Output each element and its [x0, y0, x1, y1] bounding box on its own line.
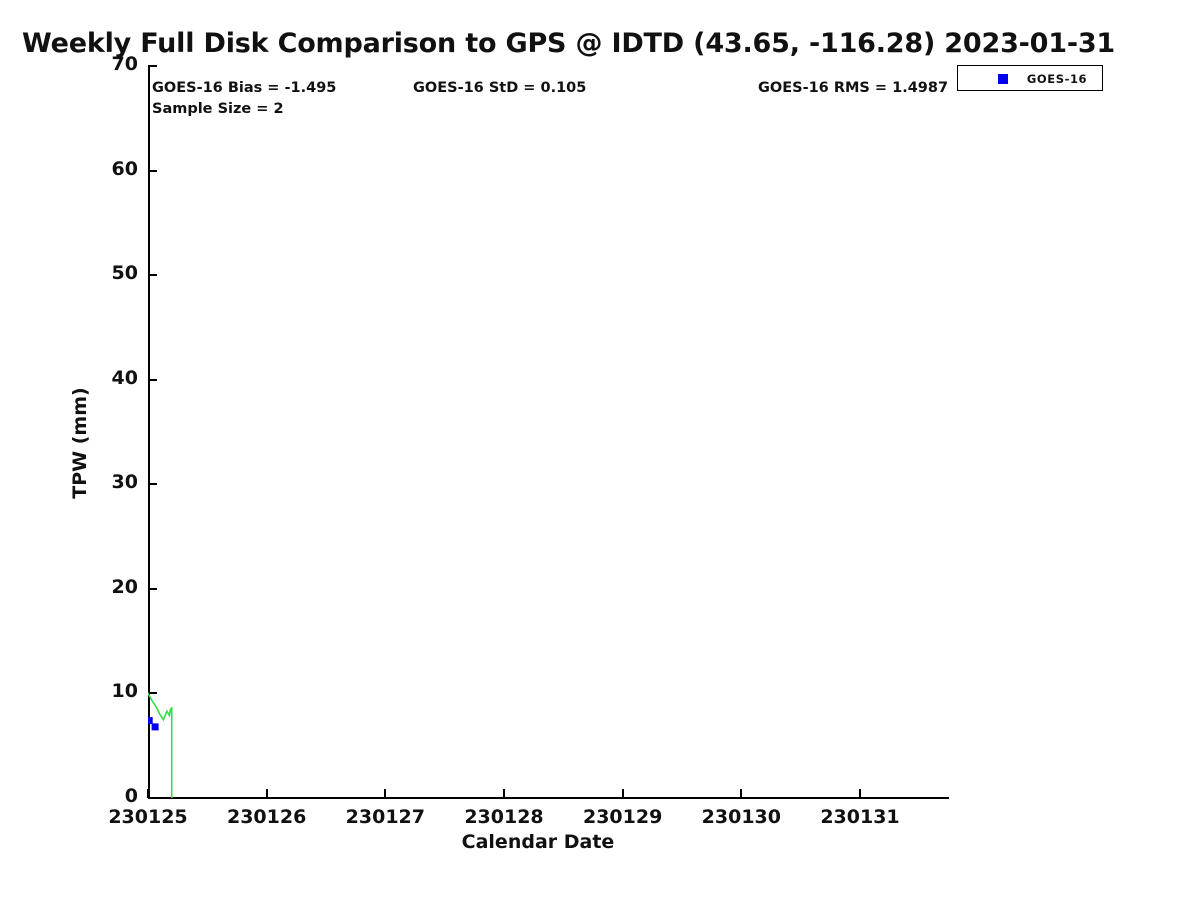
stat-bias: GOES-16 Bias = -1.495: [152, 80, 337, 96]
legend: GOES-16: [957, 65, 1103, 91]
gps-series-line: [148, 692, 173, 798]
legend-item-label: GOES-16: [1026, 72, 1088, 86]
x-tick-label: 230126: [226, 806, 307, 828]
y-tick-label: 0: [124, 785, 138, 807]
stat-sample-size: Sample Size = 2: [152, 101, 284, 117]
y-tick-label: 50: [111, 262, 138, 285]
y-axis-label: TPW (mm): [69, 387, 91, 499]
x-tick-label: 230127: [345, 806, 425, 828]
x-tick-mark: [265, 789, 268, 798]
stat-rms: GOES-16 RMS = 1.4987: [758, 80, 949, 96]
data-point-marker: [151, 723, 159, 731]
y-tick-mark: [148, 797, 157, 799]
x-tick-label: 230129: [582, 806, 663, 828]
y-tick-label: 10: [111, 680, 138, 703]
page-title: Weekly Full Disk Comparison to GPS @ IDT…: [22, 28, 1116, 59]
y-tick-label: 60: [111, 157, 138, 180]
y-tick-mark: [148, 378, 157, 381]
y-tick-label: 40: [111, 366, 138, 389]
x-tick-mark: [147, 789, 149, 798]
x-tick-mark: [859, 789, 861, 798]
y-tick-label: 70: [111, 53, 138, 75]
y-tick-mark: [148, 587, 157, 590]
y-tick-label: 30: [111, 471, 138, 494]
x-tick-mark: [384, 789, 387, 798]
x-tick-label: 230130: [701, 806, 781, 828]
legend-square-icon: [998, 74, 1008, 84]
y-tick-mark: [148, 65, 157, 67]
y-tick-mark: [148, 692, 157, 695]
x-tick-mark: [503, 789, 505, 798]
x-tick-label: 230128: [464, 806, 544, 828]
x-axis-label: Calendar Date: [461, 831, 615, 853]
x-tick-label: 230125: [108, 806, 188, 828]
x-tick-mark: [740, 789, 743, 798]
y-tick-label: 20: [111, 575, 138, 598]
y-axis-line: [148, 66, 150, 799]
stat-std: GOES-16 StD = 0.105: [413, 80, 587, 96]
x-tick-label: 230131: [820, 806, 900, 828]
x-tick-mark: [621, 789, 624, 798]
y-tick-mark: [148, 274, 157, 277]
y-tick-mark: [148, 483, 157, 486]
x-axis-line: [148, 797, 949, 799]
y-tick-mark: [148, 169, 157, 172]
